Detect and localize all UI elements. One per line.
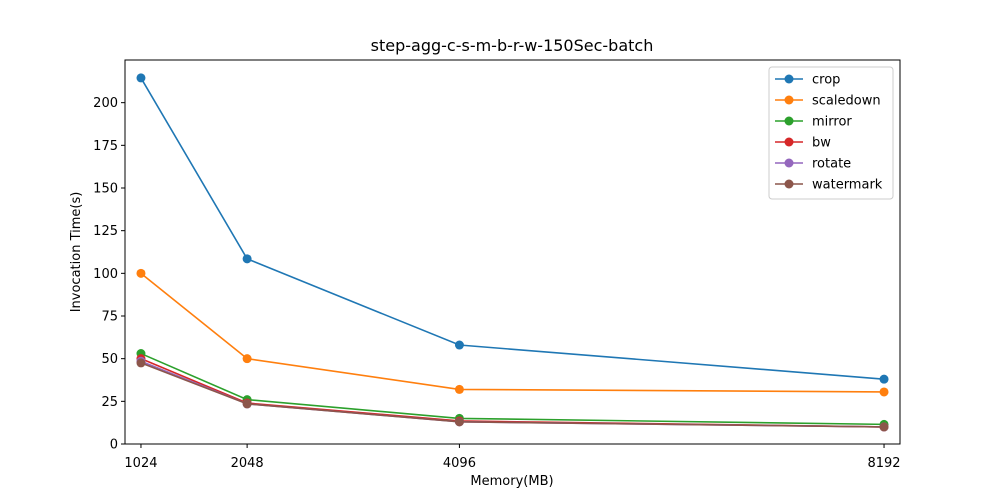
plot-area <box>136 73 889 432</box>
series-line-rotate <box>140 360 885 428</box>
y-tick-label: 125 <box>93 224 118 239</box>
plot-frame <box>124 59 901 445</box>
series-line-crop <box>140 77 885 380</box>
y-tick-label: 50 <box>101 352 118 367</box>
x-axis-label: Memory(MB) <box>470 474 553 489</box>
x-tick-label: 8192 <box>867 456 900 471</box>
data-point-crop <box>242 254 252 264</box>
data-point-scaledown <box>242 354 252 364</box>
data-point-crop <box>136 73 146 83</box>
series-line-scaledown <box>140 272 885 393</box>
data-point-watermark <box>454 417 464 427</box>
legend-label-scaledown: scaledown <box>812 94 881 109</box>
legend-label-rotate: rotate <box>812 157 851 172</box>
x-tick-label: 4096 <box>443 456 476 471</box>
y-tick-label: 200 <box>93 96 118 111</box>
legend-marker-watermark <box>784 179 794 189</box>
legend-label-watermark: watermark <box>812 178 883 193</box>
data-point-watermark <box>136 358 146 368</box>
data-point-watermark <box>242 399 252 409</box>
series-line-mirror <box>140 352 885 426</box>
series-line-bw <box>140 357 885 428</box>
legend-label-crop: crop <box>812 73 840 88</box>
y-tick-label: 100 <box>93 267 118 282</box>
x-tick-label: 2048 <box>231 456 264 471</box>
x-tick-label: 1024 <box>124 456 157 471</box>
y-tick-label: 175 <box>93 139 118 154</box>
y-tick-label: 150 <box>93 182 118 197</box>
data-point-scaledown <box>136 268 146 278</box>
data-point-crop <box>879 374 889 384</box>
y-tick-label: 0 <box>110 438 118 453</box>
chart-title: step-agg-c-s-m-b-r-w-150Sec-batch <box>371 36 654 55</box>
data-point-scaledown <box>454 384 464 394</box>
data-point-crop <box>454 340 464 350</box>
legend: crop scaledown mirror bw rotate watermark <box>768 66 894 200</box>
legend-marker-scaledown <box>784 95 794 105</box>
legend-marker-bw <box>784 137 794 147</box>
y-tick-label: 25 <box>101 395 118 410</box>
legend-marker-crop <box>784 74 794 84</box>
legend-label-mirror: mirror <box>812 115 852 130</box>
y-tick-label: 75 <box>101 310 118 325</box>
legend-label-bw: bw <box>812 136 831 151</box>
legend-marker-mirror <box>784 116 794 126</box>
y-axis-label: Invocation Time(s) <box>69 192 84 313</box>
data-point-watermark <box>879 422 889 432</box>
series-line-watermark <box>140 362 885 428</box>
legend-marker-rotate <box>784 158 794 168</box>
data-point-scaledown <box>879 387 889 397</box>
